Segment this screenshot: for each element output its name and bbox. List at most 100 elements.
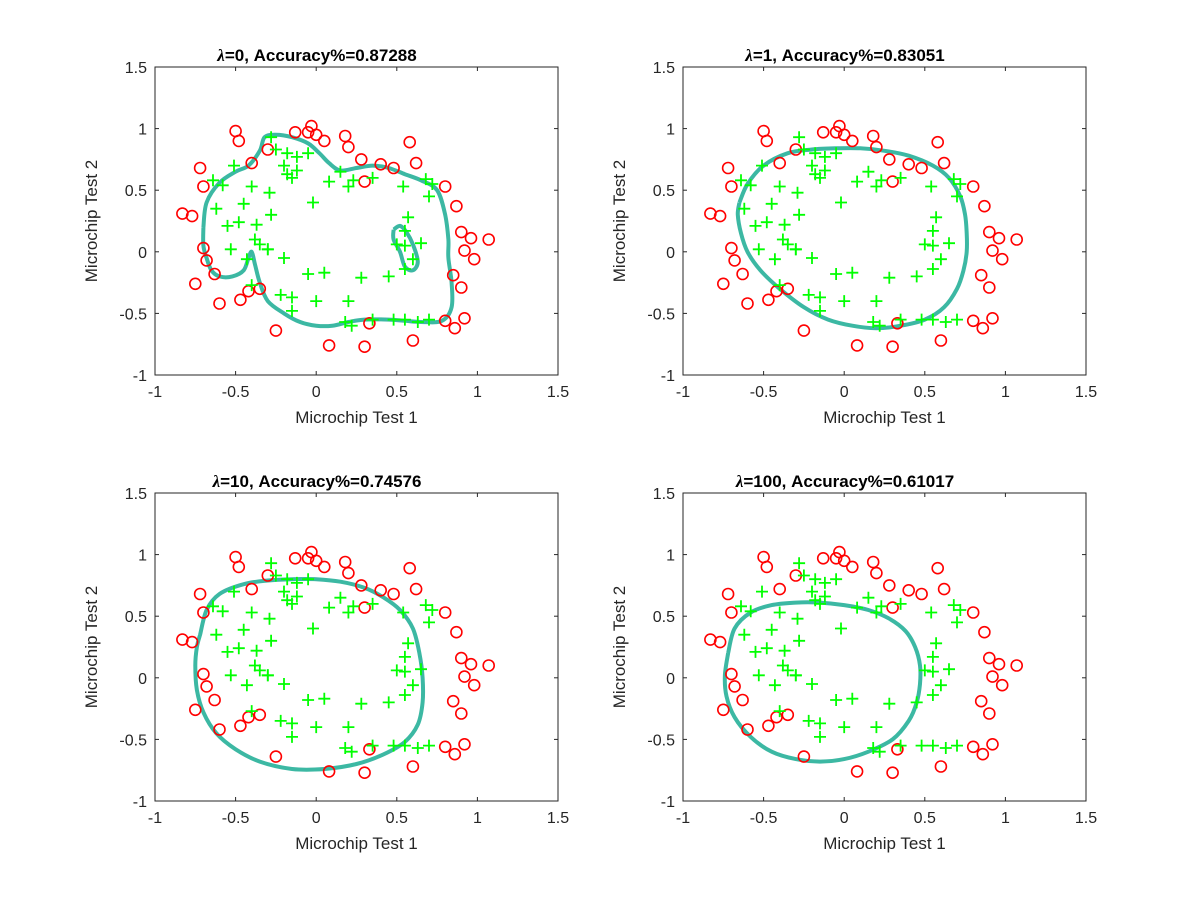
accepted-point (752, 669, 765, 682)
rejected-point (253, 708, 267, 722)
accepted-point (954, 604, 967, 616)
rejected-points (176, 119, 496, 354)
accepted-point (302, 268, 315, 280)
x-tick-label: -0.5 (750, 384, 778, 401)
accepted-point (397, 606, 410, 619)
decision-boundary (722, 600, 923, 764)
rejected-point (934, 334, 948, 347)
accepted-point (210, 202, 223, 215)
rejected-point (713, 635, 727, 649)
accepted-point (345, 745, 358, 758)
x-tick-label: -1 (148, 810, 162, 827)
accepted-point (387, 739, 400, 752)
rejected-point (409, 156, 423, 170)
boundary-curve (722, 600, 923, 764)
accepted-point (398, 313, 411, 326)
accepted-point (930, 211, 943, 224)
rejected-point (728, 254, 741, 267)
accepted-point (232, 642, 245, 655)
rejected-point (322, 765, 336, 778)
ticks: -1 -0.5 0 0.5 1 1.5 -1 -0.5 0 0.5 1 1.5 (119, 60, 569, 401)
accepted-point (302, 573, 315, 586)
accepted-point (835, 196, 847, 209)
rejected-point (978, 199, 991, 213)
rejected-point (448, 747, 462, 761)
x-tick-label: 1 (1001, 384, 1010, 401)
accepted-point (867, 316, 880, 328)
rejected-point (197, 180, 210, 193)
accepted-point (915, 739, 928, 752)
accepted-point (382, 696, 395, 709)
y-tick-label: 1 (138, 548, 147, 565)
rejected-point (829, 126, 843, 139)
y-tick-label: 0.5 (653, 183, 675, 200)
accepted-point (870, 295, 883, 308)
rejected-point (974, 268, 988, 282)
rejected-point (837, 554, 851, 568)
x-tick-label: 0 (840, 810, 849, 827)
accepted-point (366, 313, 379, 326)
y-tick-label: -1 (661, 794, 675, 811)
x-tick-label: -1 (148, 384, 162, 401)
accepted-point (318, 266, 331, 279)
rejected-point (355, 579, 368, 592)
rejected-point (982, 707, 996, 720)
decision-boundary (735, 146, 969, 331)
rejected-point (762, 293, 775, 307)
rejected-point (208, 693, 221, 707)
accepted-point (760, 642, 773, 655)
rejected-point (438, 314, 452, 328)
accepted-point (806, 678, 818, 690)
rejected-point (269, 750, 283, 763)
accepted-point (738, 202, 751, 215)
accepted-point (216, 605, 229, 618)
rejected-point (986, 312, 999, 325)
rejected-point (458, 670, 471, 683)
accepted-points (735, 131, 967, 332)
rejected-point (269, 324, 283, 337)
accepted-point (894, 739, 907, 752)
accepted-point (339, 316, 352, 328)
rejected-point (891, 742, 904, 756)
accepted-point (224, 669, 237, 682)
y-axis-label: Microchip Test 2 (82, 586, 101, 709)
rejected-point (318, 134, 331, 148)
accepted-point (926, 665, 939, 678)
accepted-point (286, 304, 298, 317)
y-tick-label: 1.5 (653, 486, 675, 503)
accepted-point (752, 243, 765, 256)
accepted-point (216, 179, 229, 192)
accepted-point (342, 721, 355, 734)
rejected-point (915, 161, 928, 175)
rejected-point (760, 560, 774, 574)
plot-title: λ=1, Accuracy%=0.83051 (744, 46, 944, 65)
rejected-point (982, 281, 996, 294)
accepted-point (250, 218, 263, 231)
accepted-point (930, 637, 943, 650)
rejected-point (760, 134, 774, 148)
y-tick-label: 0 (138, 245, 147, 262)
title-text: =1, Accuracy%=0.83051 (753, 46, 945, 65)
accepted-point (302, 147, 315, 160)
x-axis-label: Microchip Test 1 (823, 834, 946, 853)
accepted-point (232, 216, 245, 229)
lambda-symbol: λ (216, 46, 225, 65)
y-tick-label: -0.5 (647, 732, 675, 749)
y-tick-label: 0 (666, 671, 675, 688)
accepted-point (862, 165, 875, 178)
rejected-point (728, 680, 741, 693)
rejected-point (716, 703, 730, 717)
accepted-point (926, 650, 939, 663)
accepted-point (778, 644, 791, 657)
x-axis-label: Microchip Test 1 (295, 408, 418, 427)
rejected-point (208, 267, 221, 281)
accepted-point (398, 650, 411, 663)
rejected-point (937, 582, 951, 596)
rejected-point (458, 244, 471, 257)
rejected-point (464, 657, 478, 671)
rejected-point (837, 128, 851, 142)
accepted-point (411, 316, 424, 328)
accepted-point (793, 131, 806, 144)
rejected-point (934, 760, 948, 773)
x-tick-label: 0 (840, 384, 849, 401)
